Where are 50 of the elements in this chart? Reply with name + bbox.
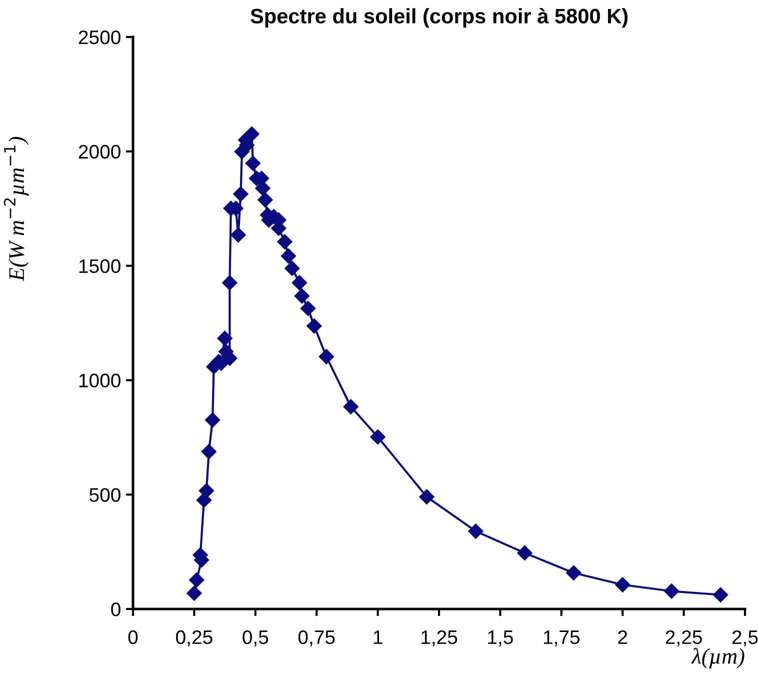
x-tick-label: 0,5 bbox=[242, 630, 268, 646]
x-tick-label: 0,75 bbox=[298, 630, 335, 646]
x-tick-label: 1,25 bbox=[422, 630, 458, 646]
point bbox=[292, 275, 308, 290]
point bbox=[230, 227, 246, 242]
point bbox=[300, 300, 316, 316]
point bbox=[343, 399, 358, 414]
point bbox=[258, 192, 273, 208]
point bbox=[664, 584, 680, 599]
point bbox=[318, 349, 334, 364]
point bbox=[517, 545, 532, 561]
x-tick-label: 0 bbox=[128, 630, 138, 644]
point bbox=[294, 288, 310, 304]
point bbox=[615, 577, 630, 592]
x-tick-label: 1 bbox=[374, 630, 382, 644]
point bbox=[222, 275, 238, 290]
point bbox=[277, 234, 292, 250]
point bbox=[566, 565, 582, 580]
point bbox=[233, 186, 248, 202]
x-tick-label: 1,75 bbox=[544, 630, 580, 646]
y-tick-label: 2500 bbox=[78, 30, 120, 44]
y-tick-label: 2000 bbox=[78, 144, 120, 159]
x-tick-label: 2 bbox=[618, 630, 628, 644]
y-tick-label: 1500 bbox=[79, 259, 120, 274]
point bbox=[186, 586, 202, 601]
y-tick-label: 500 bbox=[90, 488, 120, 502]
point bbox=[189, 572, 204, 588]
point bbox=[284, 260, 300, 276]
point bbox=[306, 318, 322, 334]
point bbox=[712, 587, 728, 602]
point bbox=[244, 126, 260, 142]
point bbox=[204, 412, 220, 428]
point bbox=[245, 156, 261, 171]
x-tick-label: 1,5 bbox=[488, 630, 513, 646]
point bbox=[217, 330, 232, 346]
x-tick-label: 0,25 bbox=[176, 630, 212, 646]
y-tick-label: 1000 bbox=[79, 374, 120, 388]
y-tick-label: 0 bbox=[111, 602, 120, 616]
point bbox=[255, 180, 270, 196]
x-tick-label: 2,5 bbox=[732, 630, 758, 646]
y-axis-title: E(W m$^{−2}$µm$^{−1}$) bbox=[4, 136, 29, 282]
x-axis-title: λ(µm) bbox=[691, 648, 744, 668]
point bbox=[370, 429, 386, 445]
point bbox=[198, 483, 214, 498]
point bbox=[468, 524, 484, 539]
point bbox=[280, 248, 296, 264]
chart-title: Spectre du soleil (corps noir à 5800 K) bbox=[250, 8, 628, 28]
point bbox=[419, 489, 434, 504]
point bbox=[201, 444, 216, 460]
x-tick-label: 2,25 bbox=[666, 630, 702, 646]
